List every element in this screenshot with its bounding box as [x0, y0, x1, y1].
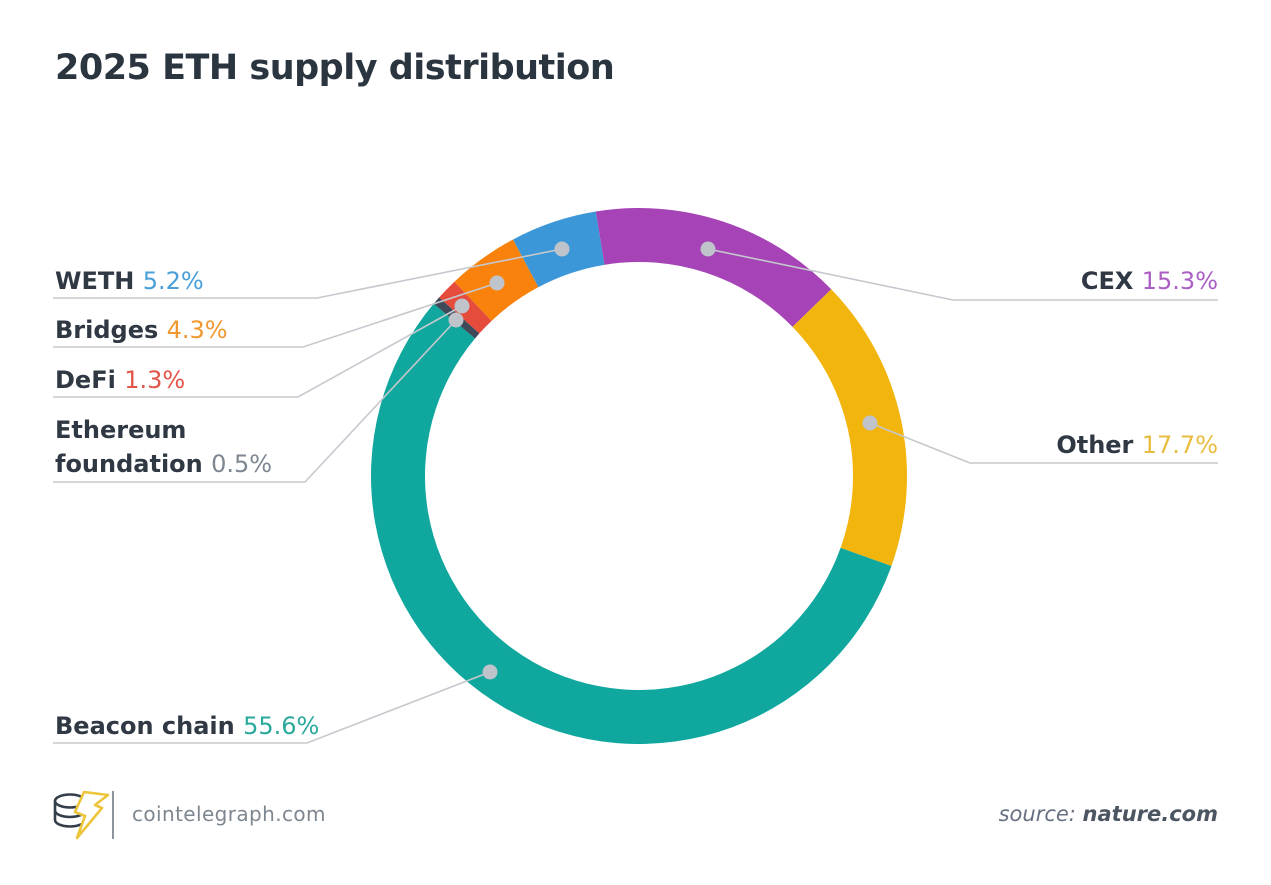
label-ethereum-foundation-pct: 0.5%: [211, 450, 273, 478]
label-weth-name: WETH: [55, 267, 135, 295]
cointelegraph-logo-icon: [53, 790, 110, 840]
donut-segment-beacon-chain: [370, 303, 892, 745]
leader-dot-beacon-chain: [482, 664, 498, 680]
label-other-pct: 17.7%: [1141, 431, 1218, 459]
leader-dot-bridges: [489, 275, 505, 291]
label-cex-name: CEX: [1080, 267, 1134, 295]
leader-line-ethereum-foundation: [53, 319, 457, 483]
source-text: source: nature.com: [999, 802, 1218, 826]
source-prefix: source:: [998, 802, 1083, 826]
label-ethereum-foundation-name: Ethereum foundation: [55, 416, 203, 478]
leader-line-bridges: [53, 282, 498, 348]
label-beacon-chain-name: Beacon chain: [55, 712, 235, 740]
label-defi-name: DeFi: [55, 366, 116, 394]
leader-dot-weth: [554, 241, 570, 257]
leader-line-defi: [53, 305, 463, 398]
label-beacon-chain: Beacon chain 55.6%: [55, 709, 319, 743]
label-weth-pct: 5.2%: [142, 267, 204, 295]
label-other-name: Other: [1056, 431, 1134, 459]
footer-divider: [112, 791, 114, 839]
label-bridges-pct: 4.3%: [166, 316, 228, 344]
leader-line-weth: [53, 248, 563, 299]
label-weth: WETH 5.2%: [55, 264, 204, 298]
leader-dot-other: [862, 415, 878, 431]
leader-dot-defi: [454, 298, 470, 314]
leader-line-beacon-chain: [53, 671, 491, 744]
leader-line-other: [869, 422, 1218, 464]
label-ethereum-foundation: Ethereum foundation 0.5%: [55, 413, 273, 481]
leader-line-cex: [707, 248, 1218, 301]
donut-segment-cex: [595, 208, 832, 327]
donut-segment-other: [792, 289, 908, 566]
leader-dot-ethereum-foundation: [448, 312, 464, 328]
label-cex-pct: 15.3%: [1141, 267, 1218, 295]
label-cex: CEX 15.3%: [1081, 264, 1218, 298]
leader-dot-cex: [700, 241, 716, 257]
label-bridges: Bridges 4.3%: [55, 313, 228, 347]
page-title: 2025 ETH supply distribution: [55, 48, 615, 88]
source-name: nature.com: [1082, 802, 1218, 826]
label-beacon-chain-pct: 55.6%: [243, 712, 320, 740]
label-defi: DeFi 1.3%: [55, 363, 185, 397]
label-other: Other 17.7%: [1056, 428, 1218, 462]
brand-text: cointelegraph.com: [132, 802, 326, 826]
label-bridges-name: Bridges: [55, 316, 159, 344]
label-defi-pct: 1.3%: [124, 366, 186, 394]
